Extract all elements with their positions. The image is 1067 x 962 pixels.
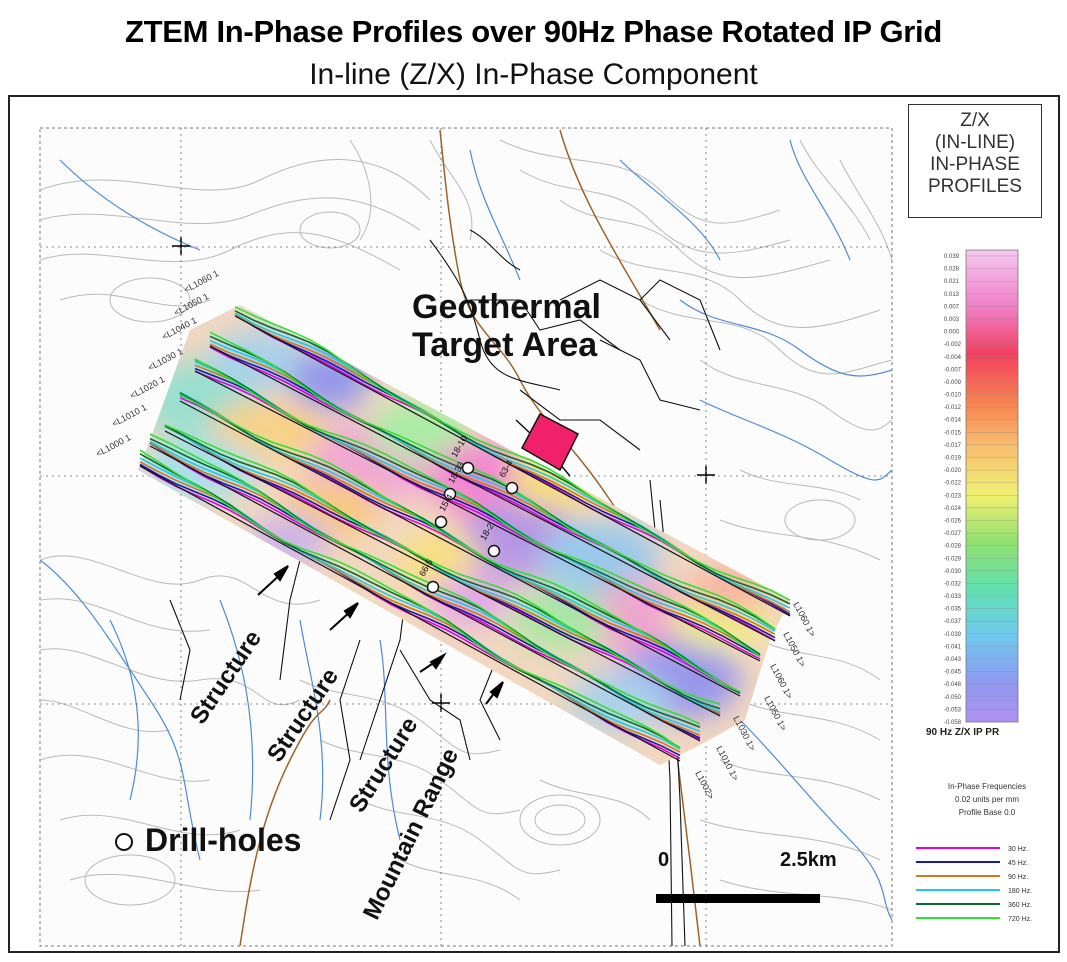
drill-hole [426,580,440,594]
frequency-legend-label: 90 Hz. [1008,874,1028,881]
flight-line-profiles [139,306,791,762]
colorbar-tick-label: -0.014 [944,418,962,424]
profile-trace [209,331,776,630]
profile-trace [234,310,791,605]
profile-trace [194,358,761,657]
colorbar-tick-label: -0.024 [944,506,962,512]
colorbar-tick-label: 0.003 [944,317,960,323]
frequency-title: In-Phase Frequencies [947,782,1027,791]
colorbar-tick-label: -0.053 [944,707,962,713]
units-note: 0.02 units per mm [954,795,1020,804]
colorbar-tick-label: -0.026 [944,518,962,524]
figure-subtitle: In-line (Z/X) In-Phase Component [309,58,758,91]
colorbar-footer: 90 Hz Z/X IP PR [926,727,1000,738]
profile-trace [164,424,721,705]
colorbar-tick-label: 0.000 [944,330,960,336]
frequency-legend-label: 180 Hz. [1008,888,1032,895]
legend-title-line: Z/X [960,110,990,131]
frequency-legend-label: 360 Hz. [1008,902,1032,909]
drill-hole-legend-symbol [115,833,133,851]
scale-bar [656,894,820,903]
map-frame [8,95,1060,953]
colorbar-tick-label: -0.020 [944,468,962,474]
geothermal-target-marker [515,412,579,477]
drill-hole [505,481,519,495]
colorbar-tick-label: -0.045 [944,670,962,676]
drill-hole [487,544,501,558]
profile-trace [139,449,681,749]
colorbar-tick-label: -0.043 [944,657,962,663]
profile-trace [234,306,791,601]
colorbar-tick-label: -0.012 [944,405,962,411]
frequency-legend: 30 Hz. 45 Hz. 90 Hz. 180 Hz. 360 Hz. 720 Hz. [916,846,1032,923]
flight-path [234,315,791,617]
colorbar-tick-label: 0.021 [944,279,960,285]
colorbar-tick-label: -0.033 [944,594,962,600]
target-area-label: Geothermal Target Area [412,288,601,364]
flight-path [149,445,701,742]
flight-path [179,400,741,697]
colorbar-tick-label: -0.028 [944,544,962,550]
colorbar-tick-label: -0.004 [944,355,962,361]
colorbar: 0.039 0.028 0.021 0.013 0.007 0.003 0.000 -0.00… [944,249,1019,726]
colorbar-tick-label: -0.035 [944,607,962,613]
drill-hole [443,487,457,501]
colorbar-tick-label: 0.039 [944,254,960,260]
structure-arrows [257,565,504,705]
colorbar-tick-label: 0.028 [944,267,960,273]
frequency-notes: In-Phase Frequencies 0.02 units per mm P… [912,780,1062,819]
drill-holes-label: Drill-holes [145,822,302,858]
colorbar-tick-label: -0.007 [944,367,962,373]
colorbar-tick-label: -0.050 [944,695,962,701]
frequency-legend-label: 720 Hz. [1008,916,1032,923]
colorbar-tick-label: -0.048 [944,682,962,688]
colorbar-tick-label: -0.027 [944,531,962,537]
flight-path [194,370,761,662]
legend-title-line: (IN-LINE) [934,132,1016,153]
colorbar-tick-label: -0.039 [944,632,962,638]
colorbar-tick-label: -0.041 [944,644,962,650]
target-label-line1: Geothermal [412,288,601,326]
flight-path [139,465,681,762]
colorbar-tick-label: -0.037 [944,619,962,625]
colorbar-tick-label: -0.015 [944,430,962,436]
drill-hole [461,461,475,475]
legend-title-box: Z/X (IN-LINE) IN-PHASE PROFILES [908,104,1042,218]
profile-trace [179,393,741,693]
profile-trace [139,453,681,749]
profile-trace [149,433,701,725]
colorbar-tick-label: -0.010 [944,393,962,399]
colorbar-tick-label: -0.009 [944,380,962,386]
profile-trace [164,425,721,710]
colorbar-tick-label: -0.032 [944,581,962,587]
legend-title-line: IN-PHASE [930,154,1020,175]
profile-trace [209,335,776,630]
colorbar-tick-label: 0.007 [944,304,960,310]
colorbar-tick-label: -0.022 [944,481,962,487]
colorbar-tick-label: -0.030 [944,569,962,575]
colorbar-tick-label: -0.023 [944,493,962,499]
colorbar-tick-label: -0.029 [944,556,962,562]
topography-layer [40,128,892,946]
target-label-line2: Target Area [412,326,598,364]
colorbar-tick-label: -0.058 [944,720,962,726]
flight-path [209,345,776,642]
legend-title-line: PROFILES [928,176,1022,197]
profile-base-note: Profile Base 0.0 [958,808,1016,817]
profile-trace [164,425,721,713]
colorbar-tick-label: 0.013 [944,292,960,298]
frequency-legend-label: 45 Hz. [1008,860,1028,867]
colorbar-tick-label: -0.019 [944,456,962,462]
scale-end-label: 2.5km [780,849,837,871]
colorbar-tick-label: -0.002 [944,342,962,348]
frequency-legend-label: 30 Hz. [1008,846,1028,853]
drill-hole [434,515,448,529]
colorbar-tick-label: -0.017 [944,443,962,449]
figure-title: ZTEM In-Phase Profiles over 90Hz Phase R… [124,14,943,49]
scale-start-label: 0 [658,849,670,871]
flight-path [164,430,721,717]
